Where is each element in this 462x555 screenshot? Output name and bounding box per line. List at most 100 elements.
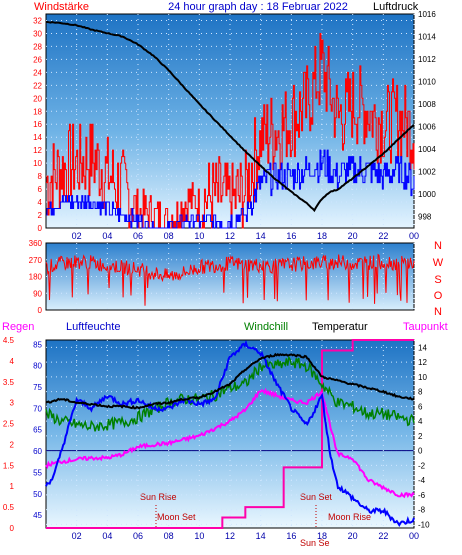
direction-label-o: O — [434, 290, 443, 302]
humidity-axis-tick: 65 — [33, 426, 42, 435]
dewpoint-line — [45, 387, 415, 499]
rain-axis-tick: 4.5 — [3, 336, 15, 345]
time-axis-tick: 22 — [378, 231, 388, 241]
direction-label-n-top: N — [434, 240, 442, 252]
rain-line — [46, 339, 414, 529]
temperature-axis-tick: 0 — [418, 447, 423, 456]
time-axis-tick: 02 — [72, 231, 82, 241]
chart-title: 24 hour graph day : 18 Februar 2022 — [168, 1, 348, 13]
temperature-axis-tick: -6 — [418, 491, 426, 500]
time-axis-tick: 10 — [194, 531, 204, 541]
wind-direction-line — [45, 253, 415, 306]
wind-axis-tick: 0 — [38, 224, 43, 233]
time-axis-tick: 00 — [409, 531, 419, 541]
pressure-axis-tick: 1002 — [418, 168, 436, 177]
wind-axis-tick: 6 — [38, 185, 43, 194]
temperature-axis-tick: 12 — [418, 358, 427, 367]
time-axis-tick: 04 — [102, 231, 112, 241]
direction-label-n-bottom: N — [434, 306, 442, 318]
rain-axis-tick: 0.5 — [3, 503, 15, 512]
moon-set-label: Moon Set — [157, 512, 196, 522]
sun-rise-label: Sun Rise — [140, 492, 177, 502]
legend-luftfeuchte: Luftfeuchte — [66, 321, 120, 333]
direction-axis-tick: 360 — [29, 239, 43, 248]
pressure-axis-tick: 1016 — [418, 10, 436, 19]
time-axis-tick: 16 — [286, 531, 296, 541]
pressure-axis-tick: 998 — [418, 213, 432, 222]
rain-axis-tick: 2.5 — [3, 420, 15, 429]
pressure-title: Luftdruck — [373, 1, 419, 13]
time-axis-tick: 18 — [317, 531, 327, 541]
pressure-line — [45, 20, 415, 213]
time-axis-tick: 10 — [194, 231, 204, 241]
wind-gust-line — [46, 32, 415, 229]
humidity-axis-tick: 50 — [33, 490, 42, 499]
temperature-axis-tick: 10 — [418, 373, 427, 382]
temperature-panel — [45, 339, 415, 529]
rain-axis-tick: 2 — [10, 440, 15, 449]
sun-set-label: Sun Set — [300, 492, 333, 502]
direction-axis-tick: 90 — [33, 289, 42, 298]
pressure-axis-tick: 1008 — [418, 100, 436, 109]
humidity-axis-tick: 80 — [33, 362, 42, 371]
wind-axis-tick: 16 — [33, 120, 42, 129]
legend-temperatur: Temperatur — [312, 321, 368, 333]
direction-axis-tick: 270 — [29, 256, 43, 265]
time-axis-tick: 08 — [164, 531, 174, 541]
pressure-axis-tick: 1006 — [418, 123, 436, 132]
time-axis-tick: 04 — [102, 531, 112, 541]
time-axis-tick: 02 — [72, 531, 82, 541]
legend-windchill: Windchill — [244, 321, 288, 333]
direction-axis-tick: 0 — [38, 306, 43, 315]
wind-axis-tick: 28 — [33, 42, 42, 51]
temperature-axis-tick: 6 — [418, 402, 423, 411]
rain-axis-tick: 1 — [10, 482, 15, 491]
time-axis-tick: 06 — [133, 531, 143, 541]
temperature-axis-tick: -2 — [418, 461, 426, 470]
temperature-axis-tick: 2 — [418, 432, 423, 441]
wind-axis-tick: 18 — [33, 107, 42, 116]
direction-labels: N W S O N — [433, 240, 444, 318]
temperature-axis-tick: -8 — [418, 506, 426, 515]
wind-axis-tick: 8 — [38, 172, 43, 181]
humidity-axis-tick: 45 — [33, 511, 42, 520]
moon-rise-label: Moon Rise — [328, 512, 371, 522]
time-axis-tick: 22 — [378, 531, 388, 541]
time-axis-tick: 12 — [225, 531, 235, 541]
time-axis-tick: 14 — [256, 231, 266, 241]
temperature-line — [45, 352, 415, 410]
direction-label-w: W — [433, 257, 444, 269]
direction-axis-tick: 180 — [29, 273, 43, 282]
time-axis-tick: 20 — [348, 231, 358, 241]
temperature-axis-tick: -4 — [418, 476, 426, 485]
wind-axis-tick: 32 — [33, 16, 42, 25]
humidity-axis-tick: 85 — [33, 340, 42, 349]
time-axis-tick: 08 — [164, 231, 174, 241]
wind-axis-tick: 14 — [33, 133, 42, 142]
pressure-axis-tick: 1010 — [418, 78, 436, 87]
time-axis-tick: 14 — [256, 531, 266, 541]
time-axis-tick: 12 — [225, 231, 235, 241]
time-axis-tick: 06 — [133, 231, 143, 241]
sun-set-axis-label: Sun Se — [300, 538, 330, 548]
rain-axis-tick: 0 — [10, 524, 15, 533]
temperature-axis-tick: 14 — [418, 343, 427, 352]
wind-axis-tick: 12 — [33, 146, 42, 155]
time-axis-tick: 18 — [317, 231, 327, 241]
legend-taupunkt: Taupunkt — [403, 321, 448, 333]
pressure-axis-tick: 1014 — [418, 33, 436, 42]
time-axis-tick: 00 — [409, 231, 419, 241]
wind-axis-tick: 26 — [33, 55, 42, 64]
humidity-line — [45, 339, 415, 527]
wind-axis-tick: 30 — [33, 29, 42, 38]
time-axis-tick: 16 — [286, 231, 296, 241]
rain-axis-tick: 3.5 — [3, 378, 15, 387]
temperature-axis-tick: 8 — [418, 388, 423, 397]
wind-axis-tick: 4 — [38, 198, 43, 207]
humidity-axis-tick: 55 — [33, 468, 42, 477]
humidity-axis-tick: 70 — [33, 404, 42, 413]
humidity-axis-tick: 60 — [33, 447, 42, 456]
chart-marks: 0246810121416182022242628303299810001002… — [3, 10, 436, 541]
